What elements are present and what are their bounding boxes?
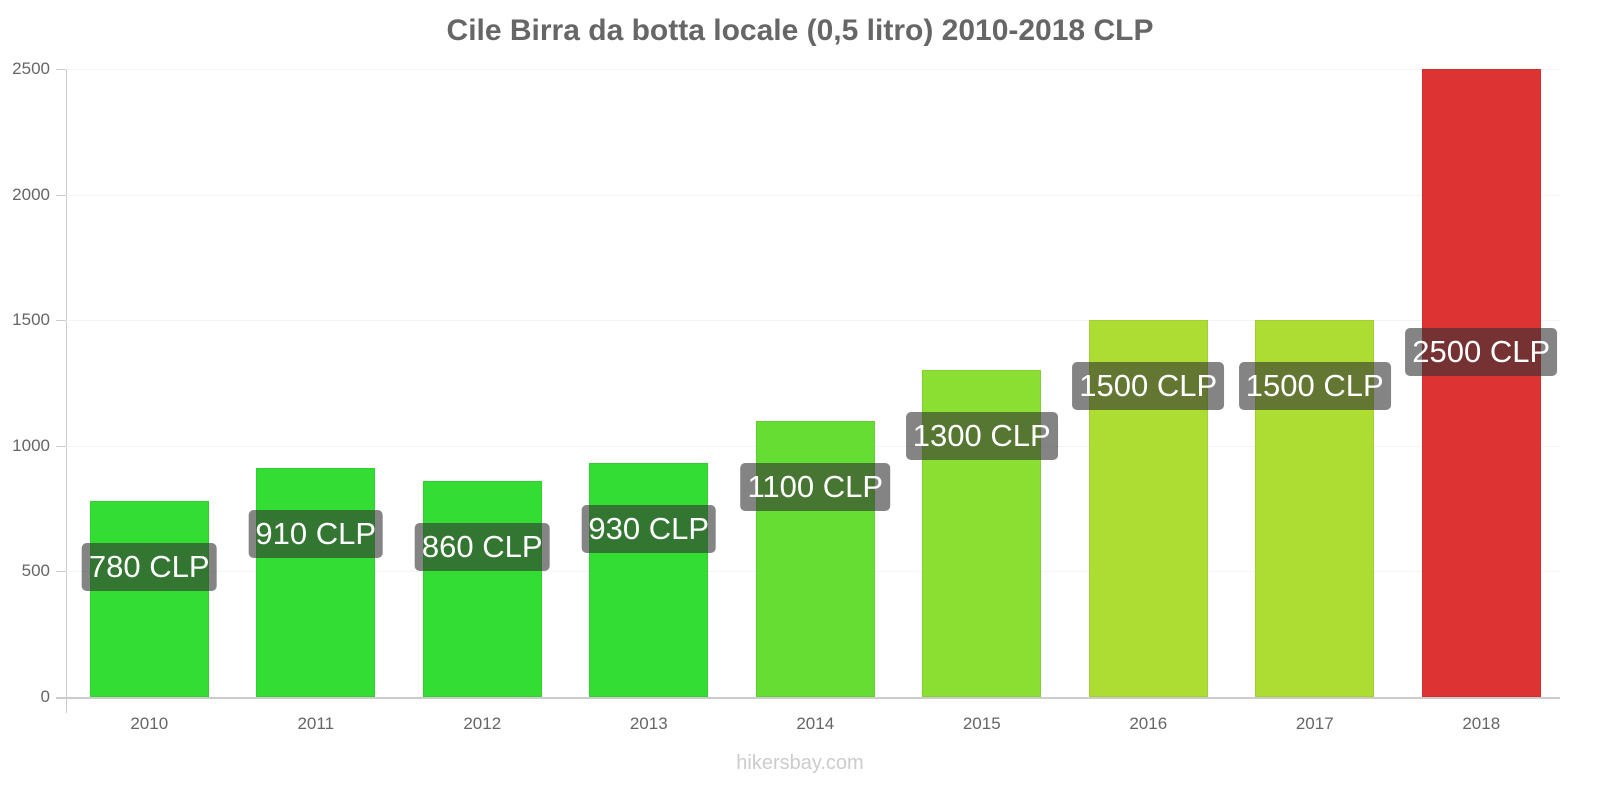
x-axis-line: [56, 697, 1560, 699]
x-tick-label: 2010: [130, 714, 169, 733]
y-tick-mark: [56, 697, 66, 698]
data-label: 780 CLP: [81, 543, 217, 592]
x-tick-label: 2016: [1129, 714, 1168, 733]
y-tick-label: 1000: [12, 435, 50, 455]
chart-title: Cile Birra da botta locale (0,5 litro) 2…: [446, 14, 1154, 47]
y-tick-mark: [56, 69, 66, 70]
data-label: 930 CLP: [581, 505, 717, 554]
y-axis-line: [66, 69, 67, 713]
bar-2011[interactable]: [256, 468, 376, 697]
bar-2010[interactable]: [89, 501, 209, 697]
x-tick-label: 2014: [796, 714, 835, 733]
x-tick-label: 2012: [463, 714, 502, 733]
data-label: 860 CLP: [414, 522, 550, 571]
x-tick-label: 2017: [1295, 714, 1334, 733]
y-tick-mark: [56, 445, 66, 447]
data-label: 910 CLP: [248, 510, 384, 559]
y-tick-label: 2500: [12, 59, 50, 78]
data-label: 1500 CLP: [1072, 362, 1225, 411]
y-tick-label: 2000: [12, 184, 50, 204]
bar-2018[interactable]: [1421, 69, 1541, 697]
gridline: [66, 320, 1560, 322]
bar-2012[interactable]: [422, 480, 542, 697]
data-label: 1100 CLP: [740, 462, 891, 511]
gridline: [66, 69, 1560, 70]
y-tick-label: 0: [40, 687, 50, 706]
data-label: 2500 CLP: [1405, 328, 1558, 376]
y-tick-mark: [56, 320, 66, 322]
bar-2013[interactable]: [589, 463, 709, 697]
y-tick-label: 1500: [12, 310, 50, 330]
y-tick-mark: [56, 571, 66, 573]
data-label: 1500 CLP: [1238, 362, 1391, 411]
x-tick-label: 2013: [629, 714, 668, 733]
y-tick-mark: [56, 194, 66, 196]
x-tick-label: 2011: [297, 714, 335, 733]
y-tick-label: 500: [21, 561, 50, 581]
data-label: 1300 CLP: [905, 412, 1058, 461]
gridline: [66, 194, 1560, 196]
x-tick-label: 2018: [1462, 714, 1501, 733]
watermark: hikersbay.com: [736, 752, 864, 774]
x-tick-label: 2015: [962, 714, 1001, 733]
